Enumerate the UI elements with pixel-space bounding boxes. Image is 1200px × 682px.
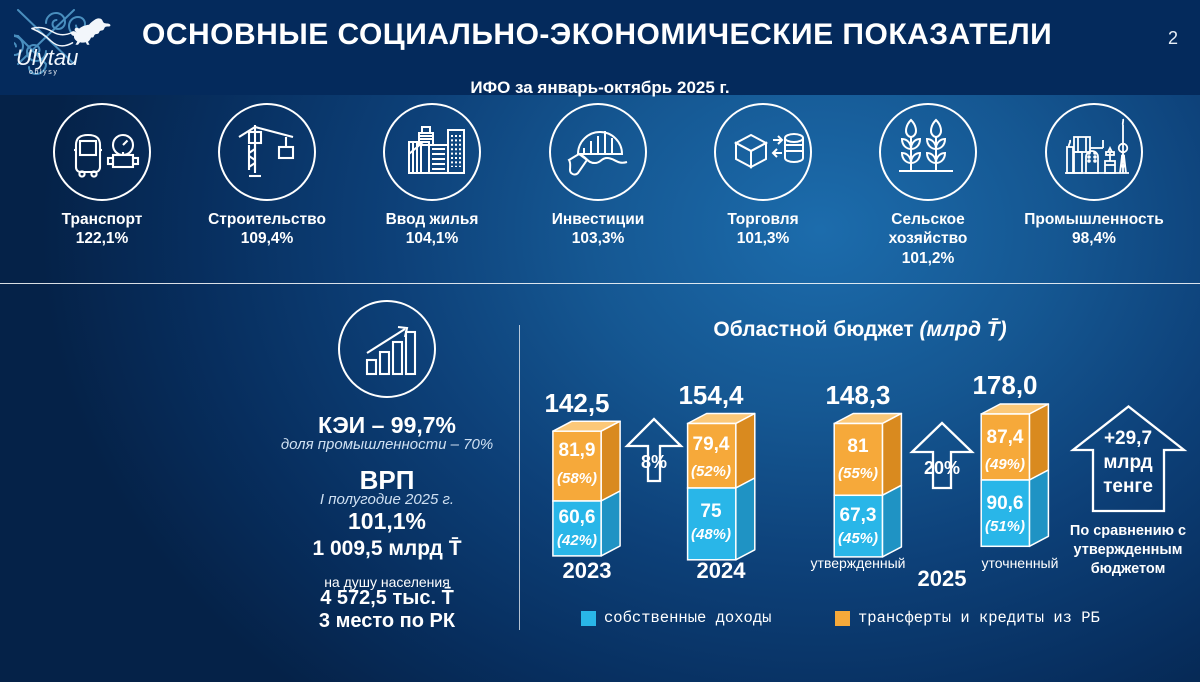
svg-text:тенге: тенге	[1103, 476, 1153, 497]
svg-text:(49%): (49%)	[985, 456, 1025, 473]
svg-text:2025: 2025	[918, 566, 967, 591]
svg-text:148,3: 148,3	[825, 380, 890, 410]
svg-text:178,0: 178,0	[972, 370, 1037, 400]
svg-text:(55%): (55%)	[838, 465, 878, 482]
svg-text:oblysy: oblysy	[29, 69, 58, 76]
svg-text:(51%): (51%)	[985, 518, 1025, 535]
svg-text:+29,7: +29,7	[1104, 428, 1152, 449]
svg-text:60,6: 60,6	[559, 507, 596, 528]
svg-text:млрд: млрд	[1103, 452, 1152, 473]
svg-text:20%: 20%	[924, 458, 960, 478]
svg-text:2024: 2024	[697, 558, 747, 583]
svg-text:уточненный: уточненный	[982, 555, 1059, 571]
svg-text:81: 81	[847, 436, 869, 457]
svg-text:81,9: 81,9	[559, 440, 596, 461]
svg-text:8%: 8%	[641, 452, 667, 472]
svg-text:154,4: 154,4	[678, 380, 744, 410]
svg-text:79,4: 79,4	[693, 434, 730, 455]
svg-text:90,6: 90,6	[987, 493, 1024, 514]
svg-text:67,3: 67,3	[840, 505, 877, 526]
svg-text:142,5: 142,5	[544, 388, 609, 418]
svg-text:(52%): (52%)	[691, 463, 731, 480]
svg-text:2023: 2023	[563, 558, 612, 583]
svg-text:утвержденным: утвержденным	[1074, 542, 1183, 558]
svg-text:(42%): (42%)	[557, 532, 597, 549]
svg-text:(58%): (58%)	[557, 470, 597, 487]
svg-text:утвержденный: утвержденный	[811, 555, 906, 571]
svg-text:бюджетом: бюджетом	[1091, 561, 1166, 577]
svg-text:(45%): (45%)	[838, 530, 878, 547]
svg-text:Ulytau: Ulytau	[16, 45, 78, 70]
svg-text:75: 75	[700, 501, 722, 522]
svg-text:По сравнению с: По сравнению с	[1070, 523, 1186, 539]
svg-text:87,4: 87,4	[987, 427, 1024, 448]
svg-text:(48%): (48%)	[691, 526, 731, 543]
